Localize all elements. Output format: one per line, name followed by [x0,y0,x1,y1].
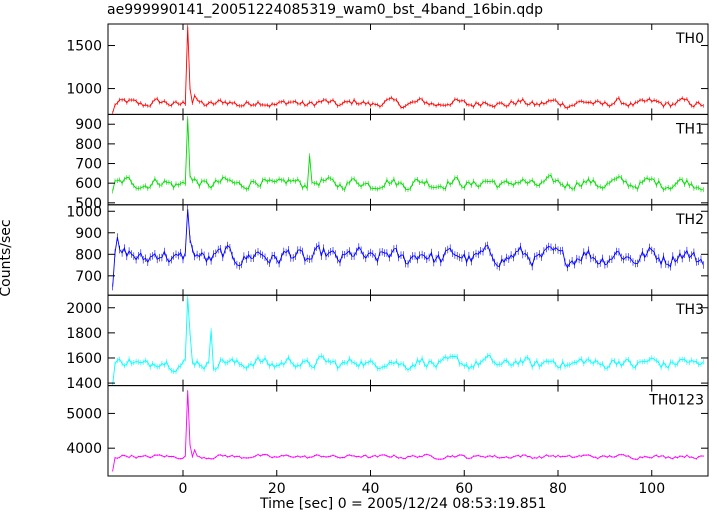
y-tick-label: 2000 [66,301,102,317]
series-th0123-errorbars [112,390,704,472]
y-tick-label: 800 [75,137,102,153]
y-tick-label: 1600 [66,351,102,367]
y-tick-label: 900 [75,117,102,133]
panel-label: TH2 [675,212,704,228]
y-tick-label: 4000 [66,441,102,457]
x-tick-label: 0 [179,481,188,497]
x-tick-label: 100 [638,481,665,497]
series-th0123-line [112,390,704,471]
y-tick-label: 1000 [66,204,102,220]
panel-label: TH0123 [648,393,704,409]
y-tick-label: 600 [75,176,102,192]
panel-th1: 500 600 700 800 900 TH1 [75,113,709,212]
y-tick-label: 5000 [66,406,102,422]
y-tick-label: 700 [75,269,102,285]
panel-label: TH3 [675,302,704,318]
panel-label: TH0 [675,31,704,47]
panel-frame [107,204,709,296]
x-axis-label: Time [sec] 0 = 2005/12/24 08:53:19.851 [260,496,547,512]
y-axis-label: Counts/sec [0,219,14,297]
y-tick-label: 500 [75,196,102,212]
series-th1-line [112,118,704,192]
series-th2-errorbars [112,205,704,291]
x-tick-label: 80 [549,481,567,497]
series-th3-errorbars [112,295,704,386]
panel-frame [107,385,709,477]
y-tick-label: 1500 [66,39,102,55]
series-th0-errorbars [112,24,704,115]
panel-th0: 1000 1500 TH0 [66,23,709,115]
chart-title: ae999990141_20051224085319_wam0_bst_4ban… [107,2,544,18]
series-th0-line [112,26,704,113]
x-tick-label: 20 [268,481,286,497]
y-tick-label: 1800 [66,326,102,342]
y-tick-label: 800 [75,247,102,263]
y-tick-label: 700 [75,157,102,173]
series-th2-line [112,209,704,287]
series-th3-line [112,297,704,385]
y-tick-label: 1400 [66,376,102,392]
x-tick-label: 60 [455,481,473,497]
y-tick-label: 1000 [66,82,102,98]
x-tick-label: 40 [362,481,380,497]
panel-th3: 1400 1600 1800 2000 TH3 [66,294,709,392]
panel-th2: 700 800 900 1000 TH2 [66,204,709,296]
panel-label: TH1 [675,121,704,137]
panel-th0123: 4000 5000 TH0123 [66,385,709,477]
y-tick-label: 900 [75,226,102,242]
